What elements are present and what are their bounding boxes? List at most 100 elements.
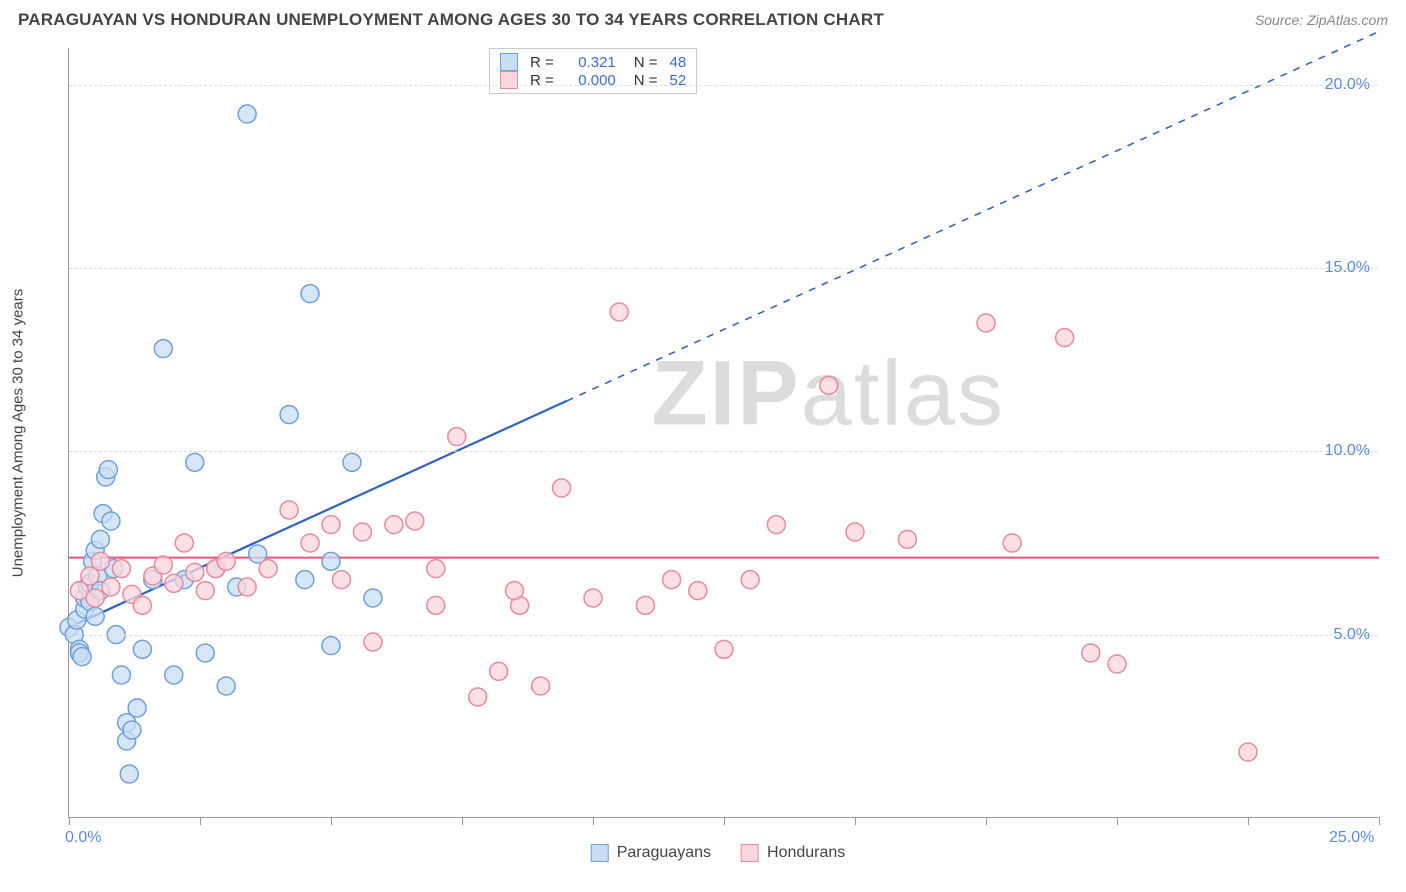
data-point (553, 479, 571, 497)
data-point (102, 512, 120, 530)
data-point (165, 574, 183, 592)
data-point (343, 453, 361, 471)
data-point (505, 582, 523, 600)
x-tick (1248, 817, 1249, 825)
x-tick (986, 817, 987, 825)
x-tick (855, 817, 856, 825)
y-tick-label: 5.0% (1334, 626, 1370, 644)
data-point (301, 285, 319, 303)
x-tick-label: 25.0% (1329, 829, 1374, 847)
y-tick-label: 20.0% (1325, 76, 1370, 94)
data-point (846, 523, 864, 541)
data-point (532, 677, 550, 695)
data-point (133, 640, 151, 658)
data-point (364, 589, 382, 607)
data-point (175, 534, 193, 552)
gridline (69, 85, 1378, 86)
legend-label-1: Hondurans (767, 844, 845, 862)
data-point (91, 552, 109, 570)
data-point (280, 406, 298, 424)
data-point (1239, 743, 1257, 761)
gridline (69, 268, 1378, 269)
data-point (280, 501, 298, 519)
n-value-1: 52 (670, 72, 687, 89)
data-point (1108, 655, 1126, 673)
legend-item-0: Paraguayans (591, 844, 711, 862)
data-point (73, 648, 91, 666)
x-tick (331, 817, 332, 825)
data-point (91, 530, 109, 548)
x-tick (724, 817, 725, 825)
x-tick (1379, 817, 1380, 825)
data-point (1056, 329, 1074, 347)
data-point (689, 582, 707, 600)
series-legend: Paraguayans Hondurans (591, 844, 846, 862)
data-point (301, 534, 319, 552)
data-point (154, 556, 172, 574)
data-point (767, 516, 785, 534)
chart-container: Unemployment Among Ages 30 to 34 years Z… (48, 48, 1388, 818)
data-point (610, 303, 628, 321)
data-point (86, 589, 104, 607)
x-tick (69, 817, 70, 825)
data-point (385, 516, 403, 534)
y-axis-label: Unemployment Among Ages 30 to 34 years (10, 289, 27, 578)
y-tick-label: 15.0% (1325, 259, 1370, 277)
data-point (99, 461, 117, 479)
data-point (584, 589, 602, 607)
data-point (741, 571, 759, 589)
data-point (186, 453, 204, 471)
data-point (898, 530, 916, 548)
data-point (663, 571, 681, 589)
data-point (154, 340, 172, 358)
legend-item-1: Hondurans (741, 844, 845, 862)
data-point (165, 666, 183, 684)
data-point (364, 633, 382, 651)
legend-swatch-0 (591, 844, 609, 862)
n-label: N = (634, 54, 658, 71)
data-point (469, 688, 487, 706)
r-label: R = (530, 72, 554, 89)
swatch-paraguayans (500, 53, 518, 71)
data-point (296, 571, 314, 589)
data-point (322, 516, 340, 534)
data-point (427, 560, 445, 578)
data-point (112, 560, 130, 578)
data-point (238, 105, 256, 123)
data-point (448, 428, 466, 446)
legend-label-0: Paraguayans (617, 844, 711, 862)
data-point (123, 721, 141, 739)
r-label: R = (530, 54, 554, 71)
plot-area: ZIPatlas R = 0.321 N = 48 R = 0.000 N = … (68, 48, 1378, 818)
swatch-hondurans (500, 71, 518, 89)
data-point (1003, 534, 1021, 552)
data-point (102, 578, 120, 596)
x-tick (200, 817, 201, 825)
trend-line-paraguayans (69, 401, 567, 627)
data-point (353, 523, 371, 541)
data-point (820, 376, 838, 394)
data-point (715, 640, 733, 658)
stats-legend: R = 0.321 N = 48 R = 0.000 N = 52 (489, 48, 697, 94)
data-point (196, 644, 214, 662)
source-label: Source: ZipAtlas.com (1255, 12, 1388, 28)
stats-row-1: R = 0.000 N = 52 (500, 71, 686, 89)
n-label: N = (634, 72, 658, 89)
data-point (259, 560, 277, 578)
y-tick-label: 10.0% (1325, 442, 1370, 460)
data-point (128, 699, 146, 717)
data-point (133, 596, 151, 614)
legend-swatch-1 (741, 844, 759, 862)
r-value-1: 0.000 (562, 72, 616, 89)
data-point (120, 765, 138, 783)
data-point (186, 563, 204, 581)
chart-title: PARAGUAYAN VS HONDURAN UNEMPLOYMENT AMON… (18, 10, 884, 30)
data-point (112, 666, 130, 684)
x-tick (593, 817, 594, 825)
data-point (217, 677, 235, 695)
data-point (322, 637, 340, 655)
data-point (238, 578, 256, 596)
data-point (636, 596, 654, 614)
x-tick (1117, 817, 1118, 825)
gridline (69, 451, 1378, 452)
